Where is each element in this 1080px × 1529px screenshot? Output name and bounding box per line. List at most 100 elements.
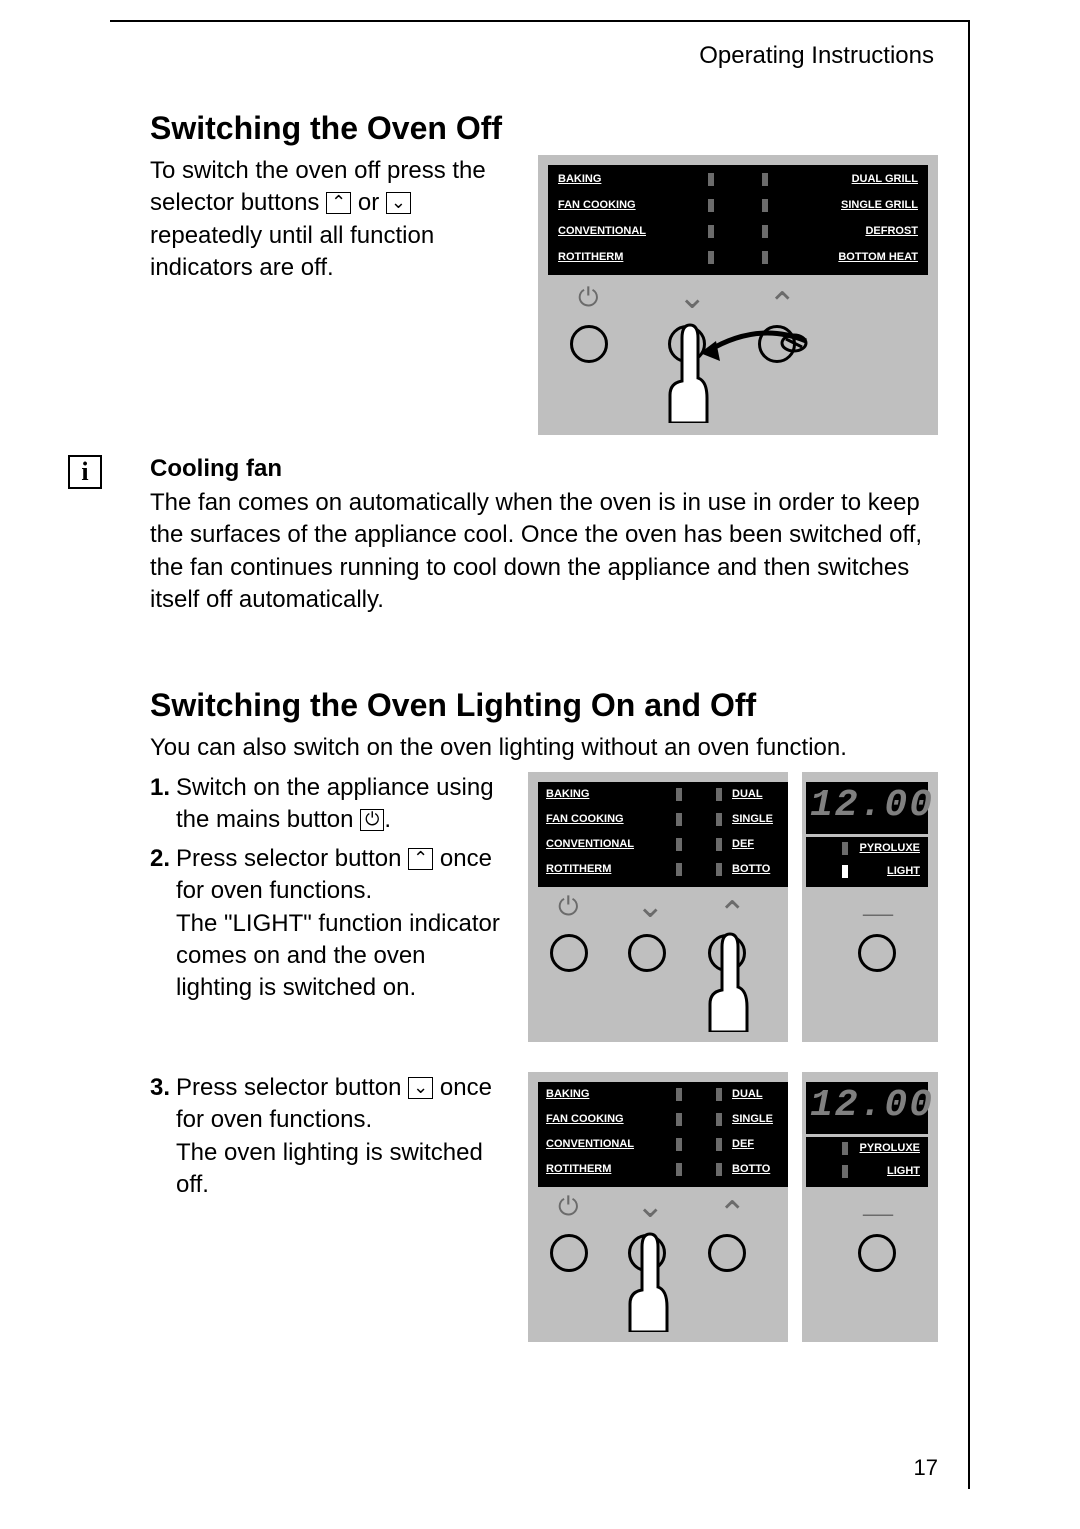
power-icon: ⏻ [558, 1192, 579, 1223]
steps-list-1: 1. Switch on the appliance using the mai… [150, 772, 508, 1011]
indicator [716, 813, 722, 826]
arrow-icon [698, 321, 808, 371]
power-icon: ⏻ [558, 892, 579, 923]
step-num: 3. [150, 1072, 170, 1202]
section1-title: Switching the Oven Off [150, 110, 938, 147]
lbl: DUAL [732, 1088, 763, 1100]
indicator [842, 1142, 848, 1155]
indicator [676, 788, 682, 801]
tear-edge [788, 1072, 802, 1342]
down-chevron-icon: ⌄ [678, 277, 707, 317]
section2-intro: You can also switch on the oven lighting… [150, 732, 938, 764]
indicator [676, 1088, 682, 1101]
step-3: 3. Press selector button ⌄ once for oven… [150, 1072, 508, 1202]
step-num: 2. [150, 843, 170, 1005]
section1-text: To switch the oven off press the selecto… [150, 155, 518, 285]
lbl: PYROLUXE [859, 842, 920, 854]
section2-row2: 3. Press selector button ⌄ once for oven… [110, 1072, 938, 1342]
display-time: 12.00 [810, 784, 934, 827]
up-chevron-icon: ⌃ [768, 285, 797, 325]
btn [628, 934, 666, 972]
indicator [762, 225, 768, 238]
lbl: DUAL [732, 788, 763, 800]
indicator [676, 1138, 682, 1151]
lbl: CONVENTIONAL [558, 225, 646, 237]
step2-text: Press selector button ⌃ once for oven fu… [176, 843, 508, 1005]
panel-diagram-3: BAKING FAN COOKING CONVENTIONAL ROTITHER… [528, 1072, 938, 1342]
step3-text: Press selector button ⌄ once for oven fu… [176, 1072, 508, 1202]
finger-icon [702, 932, 752, 1032]
down-chevron-icon: ⌄ [636, 886, 665, 926]
lbl: LIGHT [887, 865, 920, 877]
t: The "LIGHT" function indicator comes on … [176, 910, 500, 1002]
minus-icon: — [863, 896, 893, 930]
btn-power [570, 325, 608, 363]
finger-icon [622, 1232, 672, 1332]
t: Press selector button [176, 845, 408, 872]
btn [550, 1234, 588, 1272]
display: 12.00 [806, 1082, 928, 1134]
indicator [842, 842, 848, 855]
indicator [676, 838, 682, 851]
t: The oven lighting is switched off. [176, 1139, 483, 1198]
indicator [716, 1088, 722, 1101]
cooling-text: The fan comes on automatically when the … [150, 487, 938, 617]
lbl: DEF [732, 1138, 754, 1150]
step1-text: Switch on the appliance using the mains … [176, 772, 508, 837]
indicator [708, 225, 714, 238]
down-key-icon: ⌄ [408, 1077, 433, 1099]
lbl: BOTTO [732, 863, 770, 875]
lbl: ROTITHERM [546, 863, 611, 875]
indicator [676, 1163, 682, 1176]
t: Press selector button [176, 1074, 408, 1101]
lbl: ROTITHERM [558, 251, 623, 263]
panel1-dark: BAKING FAN COOKING CONVENTIONAL ROTITHER… [548, 165, 928, 275]
indicator [716, 788, 722, 801]
lbl: DUAL GRILL [852, 173, 918, 185]
lbl: FAN COOKING [546, 813, 624, 825]
up-key-icon: ⌃ [326, 192, 351, 214]
mains-key-icon: ⏻ [360, 809, 384, 831]
lbl: FAN COOKING [546, 1113, 624, 1125]
step-2: 2. Press selector button ⌃ once for oven… [150, 843, 508, 1005]
lbl: DEF [732, 838, 754, 850]
lbl: CONVENTIONAL [546, 838, 634, 850]
p3-dark-left: BAKING FAN COOKING CONVENTIONAL ROTITHER… [538, 1082, 788, 1187]
indicator [676, 863, 682, 876]
down-key-icon: ⌄ [386, 192, 411, 214]
lbl: CONVENTIONAL [546, 1138, 634, 1150]
s1-t1: To switch the oven off press the selecto… [150, 157, 486, 216]
step-num: 1. [150, 772, 170, 837]
page-frame: Operating Instructions Switching the Ove… [110, 20, 970, 1489]
indicator [708, 173, 714, 186]
power-icon: ⏻ [578, 283, 599, 314]
lbl: FAN COOKING [558, 199, 636, 211]
tear-edge [788, 772, 802, 1042]
lbl: LIGHT [887, 1165, 920, 1177]
display-time: 12.00 [810, 1084, 934, 1127]
p3-dark-right: PYROLUXE LIGHT [806, 1137, 928, 1187]
indicator [762, 173, 768, 186]
indicator [762, 251, 768, 264]
minus-icon: — [863, 1196, 893, 1230]
lbl: SINGLE [732, 1113, 773, 1125]
page-number: 17 [914, 1455, 938, 1481]
s1-t3: repeatedly until all function indicators… [150, 222, 434, 281]
section2-title: Switching the Oven Lighting On and Off [150, 687, 938, 724]
btn [550, 934, 588, 972]
steps-list-2: 3. Press selector button ⌄ once for oven… [150, 1072, 508, 1208]
step-1: 1. Switch on the appliance using the mai… [150, 772, 508, 837]
panel-diagram-1: BAKING FAN COOKING CONVENTIONAL ROTITHER… [538, 155, 938, 435]
cooling-block: i Cooling fan The fan comes on automatic… [110, 455, 938, 617]
down-chevron-icon: ⌄ [636, 1186, 665, 1226]
s1-t2: or [351, 189, 386, 216]
indicator [676, 1113, 682, 1126]
lbl: BOTTOM HEAT [838, 251, 918, 263]
header-label: Operating Instructions [110, 42, 938, 70]
lbl: BAKING [546, 1088, 589, 1100]
indicator [762, 199, 768, 212]
lbl: SINGLE GRILL [841, 199, 918, 211]
lbl: ROTITHERM [546, 1163, 611, 1175]
t: . [384, 806, 391, 833]
section1-row: To switch the oven off press the selecto… [110, 155, 938, 435]
